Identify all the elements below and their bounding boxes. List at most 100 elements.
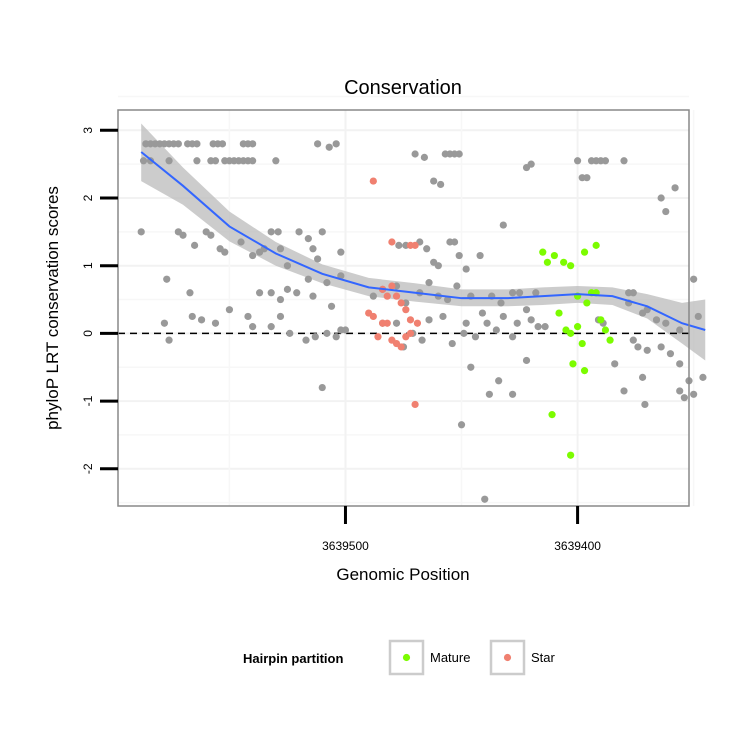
point-other (690, 275, 698, 283)
point-other (662, 207, 670, 216)
y-tick-label: 1 (81, 262, 95, 269)
point-mature (567, 262, 575, 270)
point-other (453, 282, 461, 290)
point-other (165, 157, 173, 165)
point-mature (601, 326, 610, 334)
point-other (455, 150, 463, 158)
point-other (395, 241, 403, 249)
point-other (532, 289, 540, 297)
point-other (197, 316, 206, 324)
point-other (190, 241, 199, 249)
point-other (425, 279, 433, 287)
point-other (583, 174, 591, 182)
point-other (652, 316, 661, 324)
point-other (193, 157, 201, 165)
point-other (690, 390, 698, 398)
point-other (420, 153, 428, 161)
point-star (397, 299, 405, 307)
point-other (174, 140, 182, 148)
point-other (186, 289, 194, 297)
point-other (221, 248, 229, 256)
point-other (207, 231, 215, 239)
point-other (495, 377, 503, 385)
point-star (388, 282, 396, 290)
x-axis-title: Genomic Position (336, 565, 469, 584)
point-other (666, 350, 675, 358)
point-other (641, 400, 649, 409)
point-other (249, 140, 257, 148)
point-other (318, 383, 326, 392)
point-star (388, 238, 396, 246)
point-mature (580, 248, 589, 256)
point-star (411, 241, 419, 249)
point-other (309, 245, 317, 253)
smooth-line (140, 151, 706, 331)
plot-panel-border (117, 109, 690, 507)
legend-label-mature: Mature (430, 650, 470, 665)
point-other (448, 339, 456, 348)
point-other (293, 289, 301, 297)
point-other (462, 319, 470, 327)
point-other (211, 157, 220, 165)
point-other (437, 180, 445, 189)
point-other (274, 228, 282, 236)
point-mature (573, 323, 582, 331)
point-mature (578, 339, 586, 348)
point-other (218, 140, 227, 148)
point-other (163, 275, 171, 283)
x-tick-label: 3639400 (554, 539, 601, 553)
point-other (276, 312, 285, 321)
point-other (327, 302, 336, 310)
point-other (337, 248, 345, 256)
y-tick-label: 3 (81, 127, 95, 134)
point-other (323, 329, 331, 337)
point-other (425, 316, 433, 324)
point-other (369, 292, 377, 300)
point-mature (597, 316, 605, 324)
point-other (620, 387, 628, 395)
point-mature (580, 367, 589, 375)
point-other (662, 319, 670, 327)
point-other (165, 336, 173, 344)
point-other (676, 387, 684, 395)
point-star (392, 292, 401, 300)
point-mature (560, 258, 568, 266)
point-other (411, 150, 419, 158)
point-other (314, 255, 322, 263)
point-other (676, 360, 684, 368)
point-mature (539, 248, 547, 256)
point-other (304, 275, 312, 283)
point-other (657, 194, 665, 202)
point-other (323, 279, 331, 287)
point-other (534, 323, 542, 331)
point-other (492, 326, 500, 334)
point-mature (567, 451, 575, 459)
point-star (383, 319, 391, 327)
point-mature (569, 360, 577, 368)
point-other (629, 289, 637, 297)
confidence-band (141, 123, 706, 361)
point-mature (606, 336, 614, 344)
point-other (680, 394, 688, 402)
point-other (439, 312, 447, 321)
point-other (318, 228, 326, 236)
point-other (460, 329, 468, 337)
point-other (522, 356, 531, 365)
point-other (483, 319, 491, 327)
point-other (508, 390, 517, 398)
point-other (337, 272, 345, 280)
chart-title: Conservation (344, 77, 462, 99)
legend-swatch-star (503, 653, 512, 662)
legend: Hairpin partition Mature Star (243, 639, 556, 676)
point-other (314, 140, 322, 148)
point-other (499, 312, 507, 321)
point-star (406, 329, 415, 337)
point-mature (567, 329, 575, 337)
point-other (267, 323, 275, 331)
x-tick-label: 3639500 (322, 539, 369, 553)
point-other (249, 157, 257, 165)
point-other (611, 360, 619, 368)
point-other (699, 373, 707, 381)
point-other (139, 157, 148, 165)
